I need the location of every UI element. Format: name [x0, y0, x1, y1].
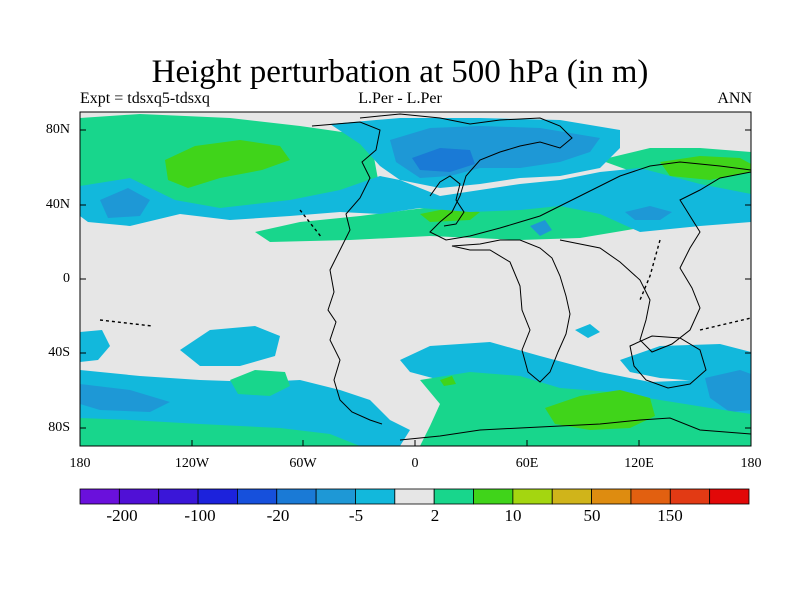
- contour-negative-indian-core: [705, 370, 751, 412]
- lon-label-180w: 180: [69, 456, 91, 471]
- colorbar-swatch: [433, 488, 474, 505]
- coastline-island-nz: [699, 317, 751, 331]
- lat-label-80s: 80S: [48, 420, 70, 435]
- coastline-antarctica: [399, 417, 751, 441]
- contour-fields: [80, 114, 751, 446]
- colorbar-label: 50: [583, 506, 601, 525]
- colorbar-label: -100: [184, 506, 216, 525]
- season-label: ANN: [717, 90, 752, 107]
- colorbar-swatch: [355, 488, 396, 505]
- lat-label-80n: 80N: [45, 122, 70, 137]
- contour-negative-mid-pacific: [80, 168, 751, 232]
- colorbar-swatch: [197, 488, 238, 505]
- coastlines: [311, 113, 751, 441]
- contour-positive-atlantic-south: [440, 376, 456, 386]
- contour-negative-scandinavia-core: [412, 148, 475, 172]
- contour-positive-north-pacific-core: [165, 140, 290, 188]
- contour-negative-tropical-indian: [575, 324, 600, 338]
- coastline-africa: [451, 239, 571, 383]
- coastline-arctic: [359, 113, 751, 241]
- lon-label-120w: 120W: [174, 456, 210, 471]
- colorbar-label: -20: [266, 506, 290, 525]
- colorbar-swatch: [315, 488, 356, 505]
- colorbar-label: -5: [348, 506, 364, 525]
- colorbar-swatch: [551, 488, 592, 505]
- lakes-and-islands: [99, 209, 751, 331]
- colorbar-swatch: [669, 488, 711, 505]
- colorbar-swatch: [473, 488, 514, 505]
- plot-title: Height perturbation at 500 hPa (in m): [151, 54, 649, 90]
- coastline-europe: [429, 175, 465, 227]
- coastline-asia: [559, 171, 751, 353]
- lat-label-40s: 40S: [48, 345, 70, 360]
- coastline-americas: [311, 121, 383, 425]
- colorbar-swatch: [591, 488, 632, 505]
- colorbar-swatch: [158, 488, 199, 505]
- colorbar-label: 10: [504, 506, 522, 525]
- lon-label-120e: 120E: [624, 456, 654, 471]
- comparison-label: L.Per - L.Per: [358, 90, 442, 107]
- colorbar-swatch: [512, 488, 553, 505]
- colorbar-label: 150: [657, 506, 683, 525]
- lon-label-180e: 180: [740, 456, 762, 471]
- contour-negative-subtropical-pacific: [180, 326, 280, 366]
- contour-negative-south-pacific-core: [80, 384, 170, 412]
- contour-negative-pacific-west: [80, 330, 110, 362]
- contour-negative-indian-ocean: [620, 344, 751, 382]
- colorbar-swatch: [709, 488, 750, 505]
- colorbar-swatch: [394, 488, 435, 505]
- colorbar-swatch: [237, 488, 278, 505]
- coastline-island-pacific: [99, 319, 153, 327]
- colorbar-swatch: [630, 488, 671, 505]
- lon-label-0: 0: [411, 456, 419, 471]
- experiment-label: Expt = tdsxq5-tdsxq: [80, 90, 210, 107]
- contour-positive-south-pacific-band: [230, 370, 290, 396]
- lon-label-60w: 60W: [289, 456, 317, 471]
- colorbar-swatch: [79, 488, 120, 505]
- colorbar-swatch: [276, 488, 317, 505]
- coastline-australia: [629, 335, 707, 389]
- contour-positive-pacific-tail: [80, 418, 360, 446]
- colorbar: [79, 488, 750, 505]
- lat-label-equator: 0: [63, 271, 70, 286]
- contour-negative-china: [625, 206, 672, 220]
- contour-negative-mideast: [530, 220, 552, 236]
- lon-label-60e: 60E: [515, 456, 539, 471]
- contour-positive-southern-ocean-core: [545, 390, 655, 430]
- colorbar-label: 2: [430, 506, 440, 525]
- contour-negative-pacific-core: [100, 188, 150, 218]
- lat-label-40n: 40N: [45, 197, 70, 212]
- coastline-island-east: [639, 239, 661, 301]
- colorbar-swatch: [118, 488, 160, 505]
- colorbar-label: -200: [106, 506, 138, 525]
- axis-ticks: [79, 129, 752, 446]
